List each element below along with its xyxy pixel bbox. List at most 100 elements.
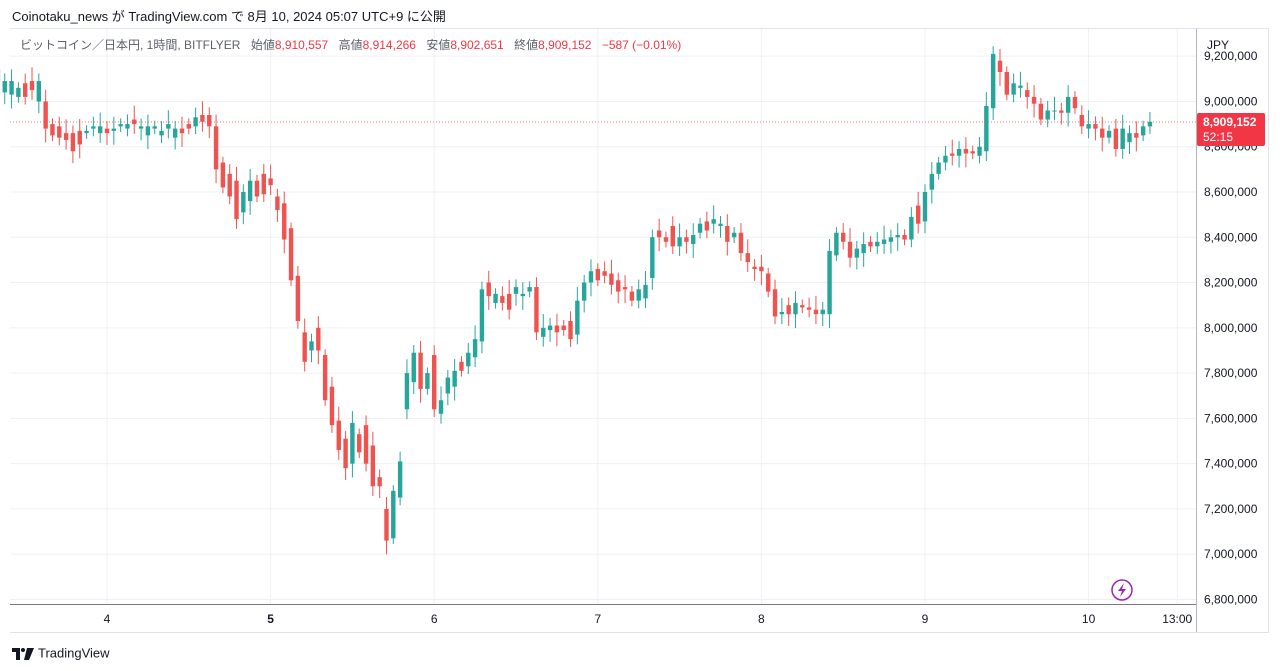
candle-body [363,425,369,464]
candle-body [568,321,573,340]
candle-body [861,244,866,254]
candle-body [984,105,989,152]
candle-body [1052,110,1057,112]
candle-body [1072,96,1078,109]
candle-body [493,293,498,303]
candle-body [1004,72,1009,95]
lightning-icon[interactable] [1111,579,1133,601]
candle-body [738,232,744,254]
candle-body [793,302,798,315]
price-tick-label: 9,200,000 [1204,49,1258,63]
candle-body [432,354,437,410]
close-value: 8,909,152 [538,38,592,52]
price-tick-label: 8,200,000 [1204,276,1258,290]
candle-body [725,225,730,242]
candle-body [425,373,430,389]
candle-body [193,117,198,127]
brand-name: TradingView [38,645,110,661]
candle-body [145,126,151,136]
candle-body [138,126,144,129]
open-label: 始値 [250,38,275,52]
publish-credit: Coinotaku_news が TradingView.com で 8月 10… [12,9,446,24]
chart-pane[interactable] [10,28,1196,605]
right-frame [1268,28,1269,633]
candle-body [527,287,532,292]
candle-body [397,461,403,498]
candle-body [438,400,444,414]
candle-body [50,124,55,136]
candle-body [1079,115,1084,127]
candle-body [29,81,35,91]
candle-body [847,241,853,258]
candle-body [207,115,212,127]
candle-body [581,282,587,301]
candle-body [513,287,519,294]
candle-body [534,287,539,333]
candle-body [70,133,76,152]
candle-body [166,124,171,129]
last-price-value: 8,909,152 [1203,115,1257,129]
price-tick-label: 6,800,000 [1204,592,1258,606]
candle-body [1106,130,1112,138]
candle-body [227,173,232,197]
change-value: −587 (−0.01%) [601,38,682,52]
candle-body [486,282,491,297]
candle-body [411,352,416,383]
candle-body [554,325,560,333]
time-tick-label: 13:00 [1162,612,1192,626]
candle-body [1038,103,1044,120]
price-tick-label: 7,000,000 [1204,547,1258,561]
candle-body [125,124,130,129]
candle-body [111,128,117,131]
candle-body [997,60,1003,73]
candle-body [91,126,96,129]
candle-body [104,128,110,134]
candle-body [677,237,682,247]
time-tick-label: 9 [922,612,929,626]
candle-body [963,148,969,154]
candle-body [36,81,42,102]
candle-body [309,341,314,351]
candle-body [697,223,703,233]
candle-body [132,119,137,125]
time-tick-label: 10 [1082,612,1096,626]
candle-body [288,228,294,281]
candle-body [9,81,14,95]
price-axis[interactable] [1196,28,1269,633]
candle-body [1065,96,1071,113]
low-value: 8,902,651 [450,38,504,52]
candle-body [970,151,975,154]
candle-body [888,237,894,242]
candle-body [711,219,716,224]
candle-body [43,101,48,129]
candle-body [247,180,253,202]
candle-body [370,445,376,487]
candle-body [261,173,266,195]
candle-body [302,332,307,362]
candle-body [943,155,948,163]
tradingview-brand[interactable]: TradingView [12,643,110,663]
price-tick-label: 9,000,000 [1204,94,1258,108]
ohlc-legend: ビットコイン／日本円, 1時間, BITFLYER 始値8,910,557 高値… [20,36,681,54]
candle-body [575,300,580,335]
time-tick-label: 6 [431,612,438,626]
candle-body [179,128,185,134]
symbol-title[interactable]: ビットコイン／日本円, 1時間, BITFLYER [20,38,241,52]
open-value: 8,910,557 [274,38,329,52]
candle-body [691,235,696,245]
candle-body [990,53,996,109]
price-tick-label: 8,600,000 [1204,185,1258,199]
currency-button[interactable]: JPY [1207,38,1230,52]
time-tick-label: 5 [267,612,274,626]
candle-body [629,291,635,301]
candle-body [241,191,246,213]
candle-body [1045,110,1050,120]
candle-body [895,235,900,238]
candle-body [506,293,512,310]
time-tick-label: 7 [594,612,601,626]
candle-body [595,268,600,281]
candle-body [220,162,226,188]
candle-body [622,287,628,290]
candle-body [445,377,451,394]
